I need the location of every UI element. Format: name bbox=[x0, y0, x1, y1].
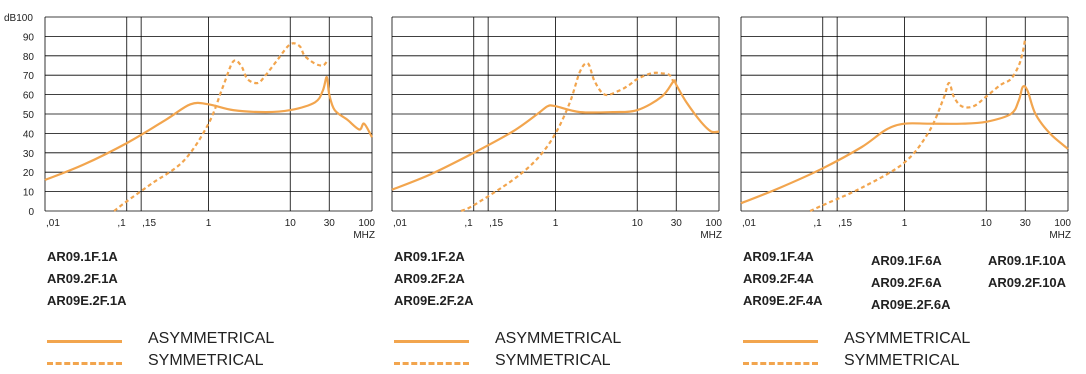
x-tick-label: 100 bbox=[1054, 218, 1071, 229]
solid-line-swatch bbox=[47, 340, 122, 343]
asymmetrical-curve bbox=[391, 79, 720, 191]
legend-label: SYMMETRICAL bbox=[495, 352, 611, 369]
legend-label: SYMMETRICAL bbox=[148, 352, 264, 369]
legend-label: ASYMMETRICAL bbox=[844, 330, 971, 347]
legend-label: SYMMETRICAL bbox=[844, 352, 960, 369]
legend-label: ASYMMETRICAL bbox=[148, 330, 275, 347]
model-name: AR09E.2F.4A bbox=[743, 293, 823, 308]
dashed-line-swatch bbox=[47, 362, 122, 365]
y-tick-label: 60 bbox=[23, 91, 35, 102]
y-tick-label: dB100 bbox=[4, 13, 33, 24]
model-name: AR09E.2F.2A bbox=[394, 293, 474, 308]
panel-1-legend: ASYMMETRICAL SYMMETRICAL bbox=[47, 330, 347, 374]
x-tick-label: ,1 bbox=[117, 218, 126, 229]
x-tick-label: ,01 bbox=[46, 218, 60, 229]
x-unit-label: MHZ bbox=[353, 230, 375, 241]
x-tick-label: 1 bbox=[553, 218, 559, 229]
model-name: AR09E.2F.6A bbox=[871, 297, 951, 312]
legend-item-symmetrical: SYMMETRICAL bbox=[743, 352, 1043, 374]
y-tick-label: 40 bbox=[23, 129, 35, 140]
symmetrical-curve bbox=[809, 38, 1027, 212]
solid-line-swatch bbox=[394, 340, 469, 343]
legend-item-symmetrical: SYMMETRICAL bbox=[394, 352, 694, 374]
x-tick-label: ,15 bbox=[489, 218, 503, 229]
y-tick-label: 20 bbox=[23, 168, 35, 179]
y-tick-label: 80 bbox=[23, 52, 35, 63]
model-name: AR09.2F.1A bbox=[47, 271, 118, 286]
x-tick-label: ,01 bbox=[393, 218, 407, 229]
y-tick-label: 50 bbox=[23, 110, 35, 121]
panel-3-models-col-3: AR09.1F.10A AR09.2F.10A bbox=[988, 250, 1066, 294]
legend-item-symmetrical: SYMMETRICAL bbox=[47, 352, 347, 374]
model-name: AR09.2F.6A bbox=[871, 275, 942, 290]
model-name: AR09.2F.2A bbox=[394, 271, 465, 286]
model-name: AR09E.2F.1A bbox=[47, 293, 127, 308]
x-tick-label: 1 bbox=[206, 218, 212, 229]
x-tick-label: 10 bbox=[981, 218, 993, 229]
panel-2-models: AR09.1F.2A AR09.2F.2A AR09E.2F.2A bbox=[394, 246, 473, 312]
x-tick-label: 100 bbox=[705, 218, 722, 229]
panel-1-models: AR09.1F.1A AR09.2F.1A AR09E.2F.1A bbox=[47, 246, 126, 312]
dashed-line-swatch bbox=[743, 362, 818, 365]
legend-item-asymmetrical: ASYMMETRICAL bbox=[47, 330, 347, 352]
x-tick-label: ,1 bbox=[464, 218, 473, 229]
solid-line-swatch bbox=[743, 340, 818, 343]
x-tick-label: ,01 bbox=[742, 218, 756, 229]
x-tick-label: ,1 bbox=[813, 218, 822, 229]
symmetrical-curve bbox=[460, 62, 675, 213]
x-tick-label: 1 bbox=[902, 218, 908, 229]
asymmetrical-curve bbox=[740, 85, 1069, 205]
x-tick-label: ,15 bbox=[838, 218, 852, 229]
model-name: AR09.2F.4A bbox=[743, 271, 814, 286]
legend-item-asymmetrical: ASYMMETRICAL bbox=[743, 330, 1043, 352]
y-tick-label: 0 bbox=[28, 207, 34, 218]
model-name: AR09.2F.10A bbox=[988, 275, 1067, 290]
x-tick-label: 10 bbox=[285, 218, 297, 229]
x-tick-label: 10 bbox=[632, 218, 644, 229]
panel-3-models-col-1: AR09.1F.4A AR09.2F.4A AR09E.2F.4A bbox=[743, 246, 822, 312]
dashed-line-swatch bbox=[394, 362, 469, 365]
model-name: AR09.1F.10A bbox=[988, 253, 1067, 268]
model-name: AR09.1F.4A bbox=[743, 249, 814, 264]
model-name: AR09.1F.6A bbox=[871, 253, 942, 268]
x-tick-label: 100 bbox=[358, 218, 375, 229]
model-name: AR09.1F.2A bbox=[394, 249, 465, 264]
y-tick-label: 90 bbox=[23, 32, 35, 43]
chart-panel-1: 0 10 20 30 40 50 60 70 80 90 dB100 ,01 ,1 ,15 1 10 30 100… bbox=[4, 13, 375, 241]
panel-2-legend: ASYMMETRICAL SYMMETRICAL bbox=[394, 330, 694, 374]
y-tick-label: 30 bbox=[23, 149, 35, 160]
symmetrical-curve bbox=[113, 42, 328, 212]
model-name: AR09.1F.1A bbox=[47, 249, 118, 264]
legend-item-asymmetrical: ASYMMETRICAL bbox=[394, 330, 694, 352]
x-unit-label: MHZ bbox=[1049, 230, 1071, 241]
panel-3-legend: ASYMMETRICAL SYMMETRICAL bbox=[743, 330, 1043, 374]
asymmetrical-curve bbox=[44, 75, 373, 182]
y-tick-label: 10 bbox=[23, 188, 35, 199]
y-tick-label: 70 bbox=[23, 71, 35, 82]
x-tick-label: ,15 bbox=[142, 218, 156, 229]
x-tick-label: 30 bbox=[671, 218, 683, 229]
panel-3-models-col-2: AR09.1F.6A AR09.2F.6A AR09E.2F.6A bbox=[871, 250, 950, 316]
x-unit-label: MHZ bbox=[700, 230, 722, 241]
x-tick-label: 30 bbox=[324, 218, 336, 229]
legend-label: ASYMMETRICAL bbox=[495, 330, 622, 347]
x-tick-label: 30 bbox=[1020, 218, 1032, 229]
